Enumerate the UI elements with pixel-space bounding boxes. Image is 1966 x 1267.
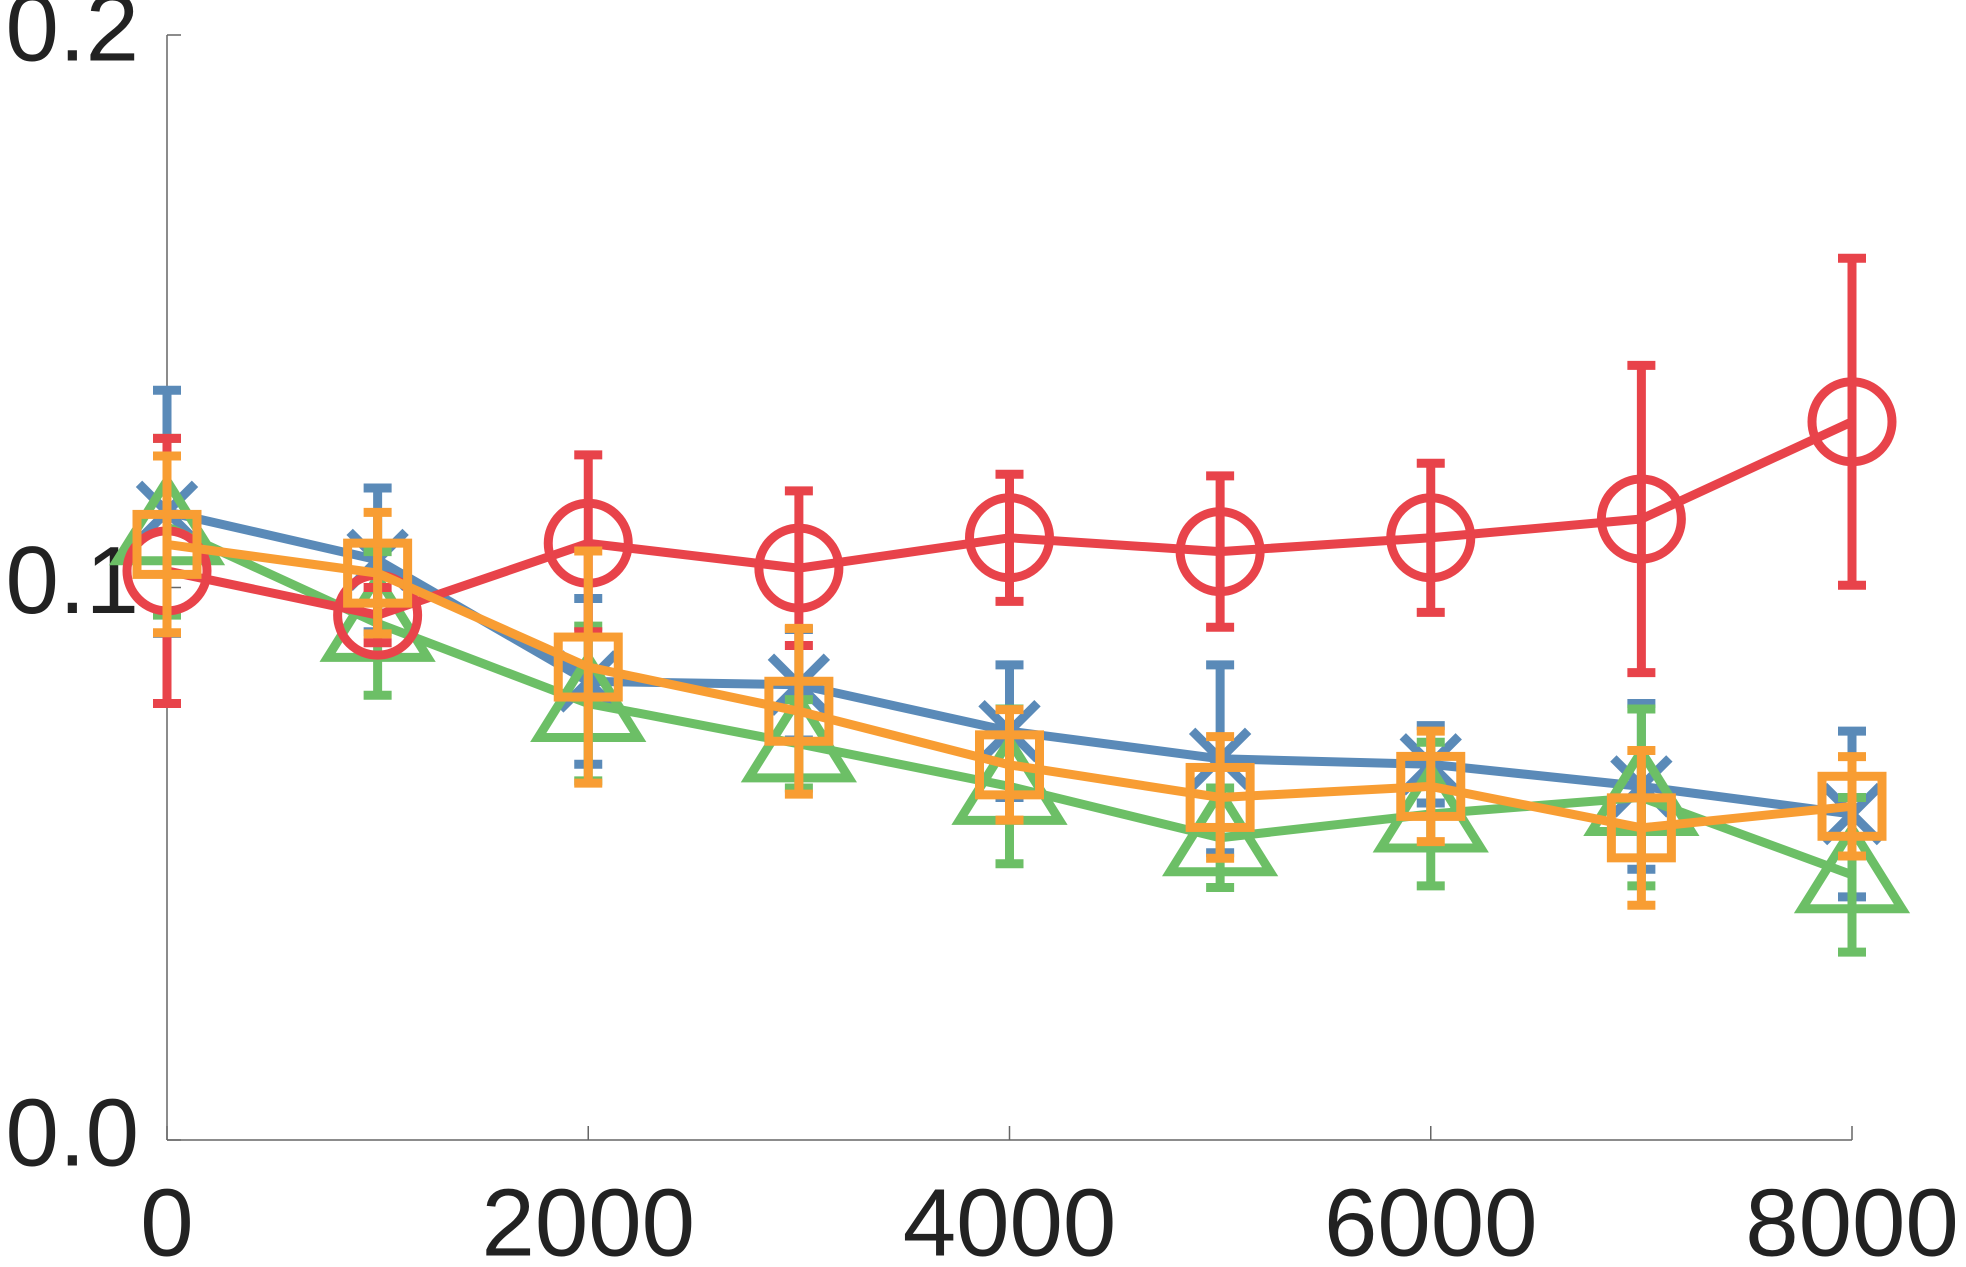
marker [1185,762,1255,832]
x-tick-label: 8000 [1745,1169,1959,1267]
marker [1793,820,1911,914]
y-tick-label: 0.0 [6,1079,139,1186]
series-line [166,539,1853,833]
x-tick-label: 4000 [903,1169,1117,1267]
marker [1596,474,1686,564]
x-tick-label: 6000 [1324,1169,1538,1267]
marker [1386,493,1476,583]
marker [1817,771,1887,841]
marker [1396,751,1466,821]
marker [132,509,202,579]
marker [343,538,413,608]
y-tick-label: 0.1 [6,527,139,634]
marker [553,632,623,702]
marker [1372,759,1489,853]
x-tick-label: 0 [140,1169,193,1267]
marker [965,493,1054,583]
marker [764,676,834,746]
marker [975,730,1044,800]
x-tick-label: 2000 [481,1169,695,1267]
marker [754,523,844,613]
marker [1807,377,1897,467]
marker [1606,793,1676,863]
marker [1175,507,1265,597]
series-line [166,417,1854,620]
y-tick-label: 0.2 [6,0,139,81]
